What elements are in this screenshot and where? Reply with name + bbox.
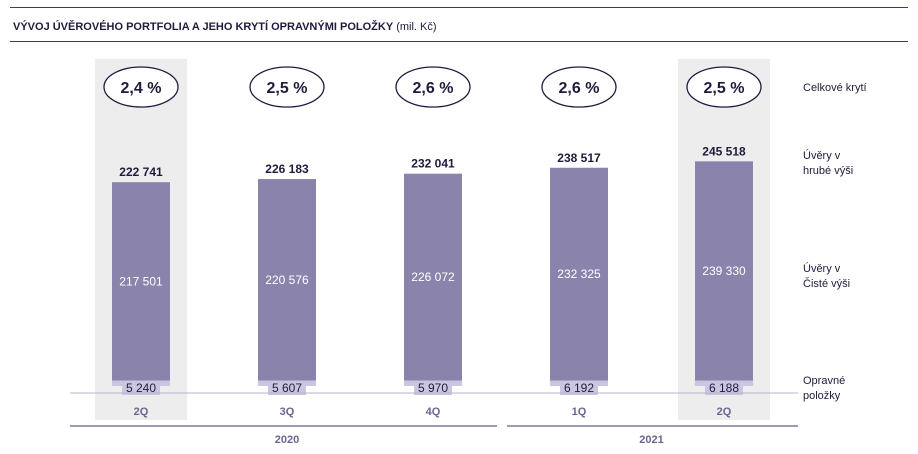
provisions-value-label: 5 240 <box>126 381 156 395</box>
legend-provisions: Opravné položky <box>803 374 845 404</box>
chart-title-main: VÝVOJ ÚVĚROVÉHO PORTFOLIA A JEHO KRYTÍ O… <box>13 21 394 33</box>
title-separator <box>10 41 908 42</box>
provisions-value-label: 5 970 <box>418 381 448 395</box>
net-value-label: 220 576 <box>265 273 309 287</box>
coverage-value-label: 2,4 % <box>121 80 162 97</box>
net-loans-bar <box>112 182 170 381</box>
gross-value-label: 222 741 <box>119 165 163 179</box>
legend-coverage: Celkové krytí <box>803 81 867 96</box>
top-rule <box>10 7 908 8</box>
legend-gross: Úvěry v hrubé výši <box>803 149 853 179</box>
legend-gross-line2: hrubé výši <box>803 165 854 177</box>
legend-net-line2: Čisté výši <box>803 278 851 290</box>
provisions-label-box <box>268 381 306 395</box>
quarter-label: 4Q <box>426 406 441 418</box>
provisions-label-box <box>705 381 743 395</box>
net-value-label: 239 330 <box>702 264 746 278</box>
provisions-value-label: 6 192 <box>564 381 594 395</box>
provisions-value-label: 6 188 <box>709 381 739 395</box>
quarter-label: 3Q <box>280 406 295 418</box>
coverage-value-label: 2,6 % <box>413 80 454 97</box>
coverage-value-label: 2,6 % <box>559 80 600 97</box>
net-loans-bar <box>550 167 608 381</box>
provisions-label-box <box>560 381 598 395</box>
quarter-label: 2Q <box>134 406 149 418</box>
year-label: 2021 <box>639 434 663 446</box>
provisions-value-label: 5 607 <box>272 381 302 395</box>
coverage-bubble <box>541 66 617 108</box>
net-value-label: 226 072 <box>411 270 455 284</box>
coverage-bubble <box>249 66 325 108</box>
legend-coverage-label: Celkové krytí <box>803 82 867 94</box>
legend-provisions-line2: položky <box>803 390 841 402</box>
legend-gross-line1: Úvěry v <box>803 150 841 162</box>
coverage-value-label: 2,5 % <box>267 80 308 97</box>
net-value-label: 217 501 <box>119 274 163 288</box>
legend-net: Úvěry v Čisté výši <box>803 262 850 292</box>
coverage-bubble <box>395 66 471 108</box>
gross-value-label: 238 517 <box>557 151 601 165</box>
legend-net-line1: Úvěry v <box>803 263 841 275</box>
coverage-bubble <box>103 66 179 108</box>
net-loans-bar <box>404 173 462 381</box>
net-loans-bar <box>695 161 753 381</box>
chart-title: VÝVOJ ÚVĚROVÉHO PORTFOLIA A JEHO KRYTÍ O… <box>13 21 437 33</box>
gross-value-label: 232 041 <box>411 157 455 171</box>
legend-provisions-line1: Opravné <box>803 375 846 387</box>
provisions-label-box <box>414 381 452 395</box>
provisions-label-box <box>122 381 160 395</box>
net-value-label: 232 325 <box>557 267 601 281</box>
coverage-bubble <box>686 66 762 108</box>
gross-value-label: 245 518 <box>702 144 746 158</box>
quarter-label: 1Q <box>572 406 587 418</box>
year-label: 2020 <box>275 434 299 446</box>
quarter-label: 2Q <box>717 406 732 418</box>
chart-title-unit: (mil. Kč) <box>396 21 437 33</box>
gross-value-label: 226 183 <box>265 162 309 176</box>
coverage-value-label: 2,5 % <box>704 80 745 97</box>
net-loans-bar <box>258 179 316 381</box>
